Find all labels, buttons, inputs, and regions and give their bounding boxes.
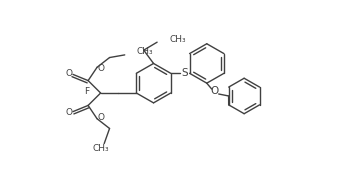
Text: O: O: [211, 86, 219, 96]
Text: CH₃: CH₃: [169, 35, 186, 44]
Text: F: F: [84, 86, 89, 96]
Text: S: S: [181, 68, 188, 78]
Text: O: O: [66, 69, 72, 78]
Text: O: O: [98, 64, 104, 73]
Text: CH₃: CH₃: [136, 47, 153, 56]
Text: CH₃: CH₃: [93, 144, 110, 153]
Text: O: O: [98, 113, 104, 122]
Text: O: O: [66, 108, 72, 117]
